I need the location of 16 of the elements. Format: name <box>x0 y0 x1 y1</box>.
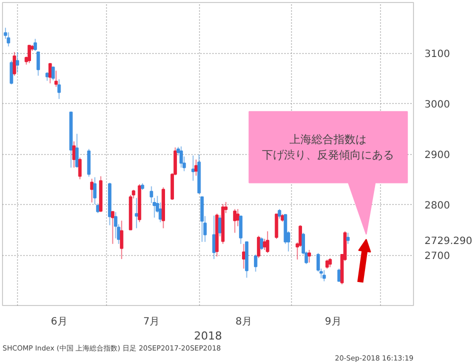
annotation: 上海総合指数は <box>290 132 367 146</box>
candlestick <box>337 268 341 282</box>
y-tick-label: 2800 <box>424 200 450 212</box>
x-tick-label: 6月 <box>50 316 68 328</box>
candlestick <box>51 66 55 81</box>
x-tick-label: 9月 <box>324 316 342 328</box>
annotation: 下げ渋り、反発傾向にある <box>262 148 394 162</box>
y-tick-label: 3100 <box>424 49 450 60</box>
y-tick-label: 2900 <box>424 150 450 161</box>
x-tick-label: 7月 <box>143 316 160 328</box>
x-tick-label: 8月 <box>236 316 252 328</box>
candlestick <box>274 214 278 240</box>
y-tick-label: 3000 <box>424 100 450 110</box>
x-axis-title: 2018 <box>194 330 222 342</box>
y-tick-label: 2700 <box>424 251 450 262</box>
y-tick-label: 2729.290 <box>424 236 472 248</box>
